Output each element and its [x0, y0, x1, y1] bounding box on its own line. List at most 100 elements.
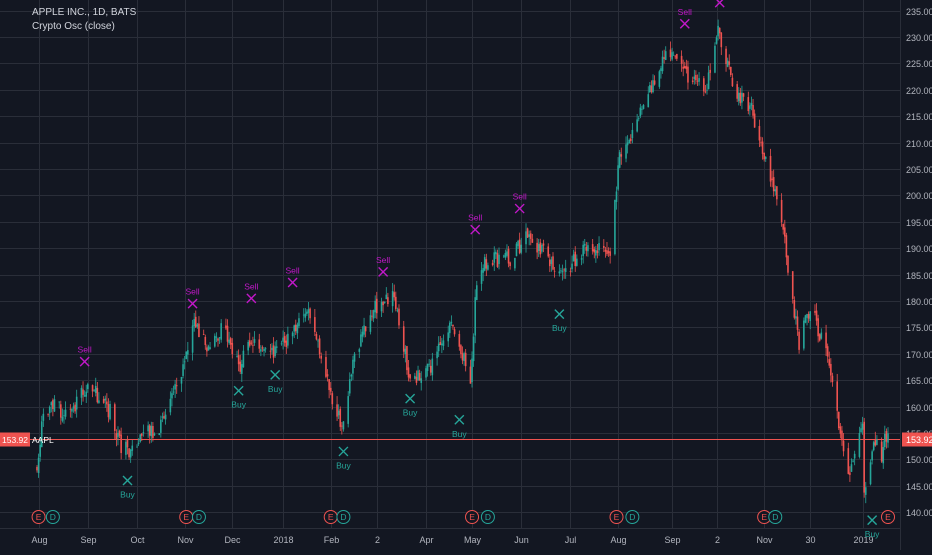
candle-body [825, 332, 827, 349]
candle-body [753, 113, 756, 128]
time-tick-label: Feb [324, 535, 340, 545]
candle-body [291, 332, 294, 337]
candle-body [887, 433, 889, 443]
price-tick-label: 220.00 [906, 86, 932, 96]
sell-marker-stroke-b [714, 0, 724, 8]
candle-body [509, 262, 511, 267]
candle-body [336, 404, 338, 417]
candle-body [309, 308, 311, 319]
candle-body [580, 258, 583, 260]
candle-body [871, 451, 873, 461]
dividend-event-marker[interactable] [336, 510, 351, 524]
candle-body [280, 343, 283, 345]
dividend-event-marker[interactable] [191, 510, 206, 524]
candle-body [42, 413, 45, 421]
candle-body [298, 318, 300, 327]
sell-signal-label: Sell [244, 281, 258, 291]
candle-body [320, 355, 323, 359]
chart-legend[interactable]: APPLE INC., 1D, BATS Crypto Osc (close) [32, 6, 136, 34]
candle-body [609, 251, 611, 256]
dividend-event-marker[interactable] [625, 510, 640, 524]
candle-body [393, 292, 396, 298]
candle-body [585, 246, 588, 251]
symbol-title[interactable]: APPLE INC., 1D, BATS [32, 7, 137, 18]
candle-body [880, 441, 883, 462]
candle-body [593, 249, 596, 253]
candle-body [560, 270, 562, 272]
candle-body [574, 251, 577, 266]
candle-body [285, 340, 288, 347]
candle-body [707, 72, 710, 90]
time-tick-label: Sep [80, 535, 96, 545]
candle-body [839, 426, 842, 434]
candle-body [328, 379, 330, 391]
candle-body [531, 238, 534, 243]
candle-body [752, 105, 754, 116]
last-price-symbol: AAPL [32, 435, 54, 445]
earnings-event-label: E [469, 512, 475, 522]
candle-body [37, 457, 40, 474]
candle-body [672, 54, 675, 56]
time-tick-label: 2 [715, 535, 720, 545]
earnings-event-marker[interactable] [609, 510, 624, 524]
candle-body [885, 431, 888, 442]
candle-body [125, 441, 127, 455]
buy-signal-label: Buy [403, 408, 418, 418]
candle-body [304, 313, 307, 318]
candle-body [417, 370, 419, 381]
candle-body [720, 32, 723, 48]
earnings-event-marker[interactable] [465, 510, 480, 524]
candle-body [539, 242, 542, 255]
candle-body [396, 310, 399, 312]
earnings-event-marker[interactable] [881, 510, 895, 524]
price-axis[interactable]: 140.00145.00150.00155.00160.00165.00170.… [900, 0, 932, 550]
candle-body [783, 227, 786, 237]
candle-body [782, 223, 785, 230]
dividend-event-marker[interactable] [768, 510, 783, 524]
candle-body [549, 259, 551, 267]
candle-body [448, 322, 451, 334]
candle-body [363, 325, 365, 335]
candle-body [874, 440, 877, 446]
candle-body [641, 109, 643, 111]
dividend-event-marker[interactable] [480, 510, 495, 524]
candle-body [350, 374, 353, 377]
buy-signal-label: Buy [336, 460, 351, 470]
candle-body [342, 421, 345, 430]
candle-body [742, 93, 745, 97]
dividend-event-marker[interactable] [45, 510, 60, 524]
buy-marker-stroke-b [554, 309, 565, 320]
candle-body [383, 301, 386, 304]
earnings-event-marker[interactable] [31, 510, 46, 524]
candle-body [450, 321, 453, 324]
candle-body [847, 448, 850, 474]
earnings-event-label: E [328, 512, 334, 522]
candle-body [314, 317, 316, 333]
candle-body [120, 434, 122, 454]
candle-body [174, 384, 176, 390]
candle-body [106, 401, 108, 405]
earnings-event-label: E [885, 512, 891, 522]
candle-body [671, 52, 673, 60]
candle-body [260, 349, 262, 352]
candle-body [587, 245, 589, 252]
candle-body [294, 324, 297, 332]
candle-body [625, 144, 627, 159]
candle-body [564, 268, 567, 273]
candle-body [814, 311, 816, 313]
candle-body [248, 340, 251, 346]
price-tick-label: 165.00 [906, 376, 932, 386]
candle-body [663, 57, 665, 59]
candle-body [274, 346, 276, 356]
candle-body [515, 243, 518, 257]
candle-body [807, 313, 810, 319]
candle-body [502, 255, 505, 257]
time-tick-label: Sep [664, 535, 680, 545]
candle-body [318, 338, 321, 355]
indicator-title[interactable]: Crypto Osc (close) [32, 21, 115, 32]
buy-signal-label: Buy [552, 323, 567, 333]
candle-body [161, 416, 164, 418]
